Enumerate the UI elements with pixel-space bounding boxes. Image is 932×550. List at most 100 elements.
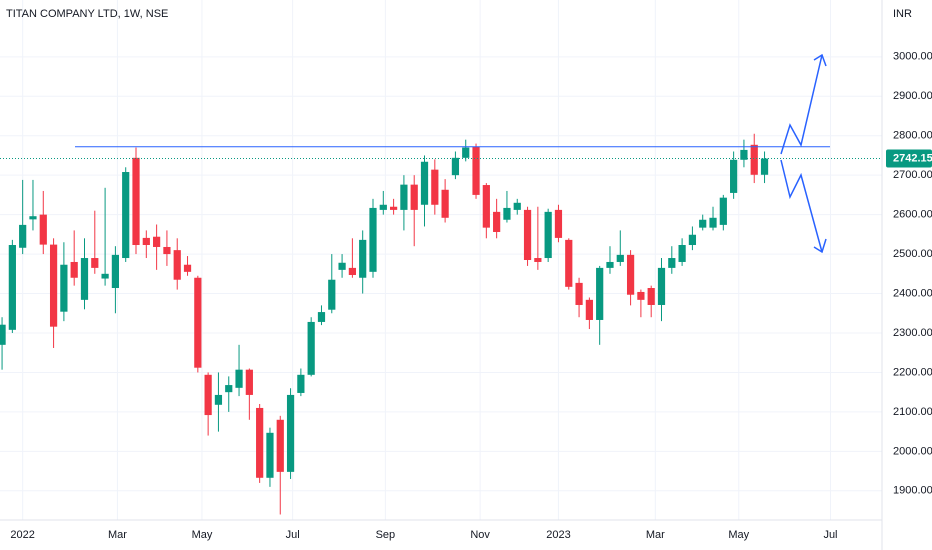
candle-body [214, 394, 223, 405]
candle-body [245, 369, 253, 395]
projection-arrows [780, 53, 827, 254]
x-tick-label: Sep [376, 529, 396, 541]
x-tick-label: Mar [646, 529, 665, 541]
currency-label: INR [893, 8, 912, 20]
candle-body [19, 224, 27, 248]
candle-body [626, 254, 635, 295]
candle-body [101, 273, 109, 279]
y-tick-label: 2900.00 [893, 90, 932, 102]
candle-body [142, 237, 150, 246]
candle-body [297, 374, 305, 393]
candle-body [307, 321, 315, 375]
candle-body [709, 217, 717, 228]
candle-body [400, 184, 408, 210]
candle-body [740, 149, 748, 160]
candle-body [369, 207, 377, 272]
candle-body [472, 146, 480, 195]
candle-body [750, 144, 758, 175]
candle-body [0, 324, 6, 345]
candle-body [462, 147, 470, 158]
candle-body [493, 211, 501, 232]
candle-body [585, 299, 593, 320]
candle-body [91, 258, 99, 268]
candle-body [286, 394, 295, 472]
y-tick-label: 2100.00 [893, 406, 932, 418]
candle-body [276, 419, 284, 472]
x-tick-label: Jul [286, 529, 300, 541]
candle-body [534, 258, 542, 262]
candle-body [616, 254, 624, 262]
candle-body [204, 374, 212, 416]
y-tick-label: 3000.00 [893, 51, 932, 63]
y-tick-label: 2800.00 [893, 130, 932, 142]
candle-body [647, 288, 655, 305]
arrow-head [813, 53, 827, 67]
candle-body [688, 234, 697, 246]
candle-body [328, 279, 336, 310]
x-tick-label: 2022 [10, 529, 34, 541]
candle-body [513, 202, 521, 210]
y-tick-label: 2500.00 [893, 248, 932, 260]
candle-body [554, 209, 563, 238]
candle-body [80, 258, 89, 300]
candle-body [379, 204, 387, 210]
y-tick-label: 2400.00 [893, 287, 932, 299]
candle-body [348, 267, 356, 275]
candle-body [668, 258, 676, 268]
candle-body [153, 236, 161, 247]
x-tick-label: Jul [823, 529, 837, 541]
candle-body [163, 246, 171, 255]
candle-body [606, 261, 614, 268]
candle-body [389, 206, 398, 210]
candle-body [317, 312, 326, 322]
candle-body [431, 169, 439, 205]
candle-body [173, 250, 181, 280]
candle-body [338, 262, 346, 270]
candle-body [760, 158, 769, 175]
candle-body [183, 264, 192, 272]
candle-body [225, 385, 233, 393]
y-tick-label: 2000.00 [893, 445, 932, 457]
candle-body [132, 157, 140, 246]
candle-body [29, 216, 37, 220]
candle-body [111, 254, 120, 289]
y-tick-label: 2300.00 [893, 327, 932, 339]
candle-body [575, 282, 583, 305]
candle-body [678, 245, 686, 262]
candle-body [194, 277, 202, 368]
last-price-label: 2742.15 [893, 152, 932, 164]
candle-body [49, 244, 58, 327]
candle-body [657, 267, 666, 305]
candle-body [122, 172, 130, 259]
x-tick-label: 2023 [546, 529, 570, 541]
candle-body [8, 245, 16, 330]
last-price-box [886, 149, 932, 168]
candle-body [719, 197, 727, 225]
y-tick-label: 1900.00 [893, 485, 932, 497]
candle-body [451, 157, 460, 176]
x-tick-label: Mar [108, 529, 127, 541]
chart-title: TITAN COMPANY LTD, 1W, NSE [6, 8, 168, 20]
y-tick-label: 2700.00 [893, 169, 932, 181]
candle-body [235, 369, 243, 388]
candle-body [482, 185, 490, 228]
candle-body [544, 211, 552, 259]
candle-body [637, 291, 645, 300]
candle-body [730, 159, 738, 193]
candle-body [359, 239, 367, 278]
candle-body [523, 209, 532, 260]
candle-body [420, 161, 429, 205]
x-tick-label: Nov [470, 529, 490, 541]
arrow-head [813, 238, 827, 254]
candle-body [503, 207, 511, 220]
candle-body [441, 189, 449, 218]
y-tick-label: 2200.00 [893, 366, 932, 378]
up-arrow [780, 54, 823, 155]
candle-body [70, 261, 78, 278]
candle-body [699, 219, 707, 228]
x-tick-label: May [728, 529, 749, 541]
candle-body [596, 267, 604, 320]
